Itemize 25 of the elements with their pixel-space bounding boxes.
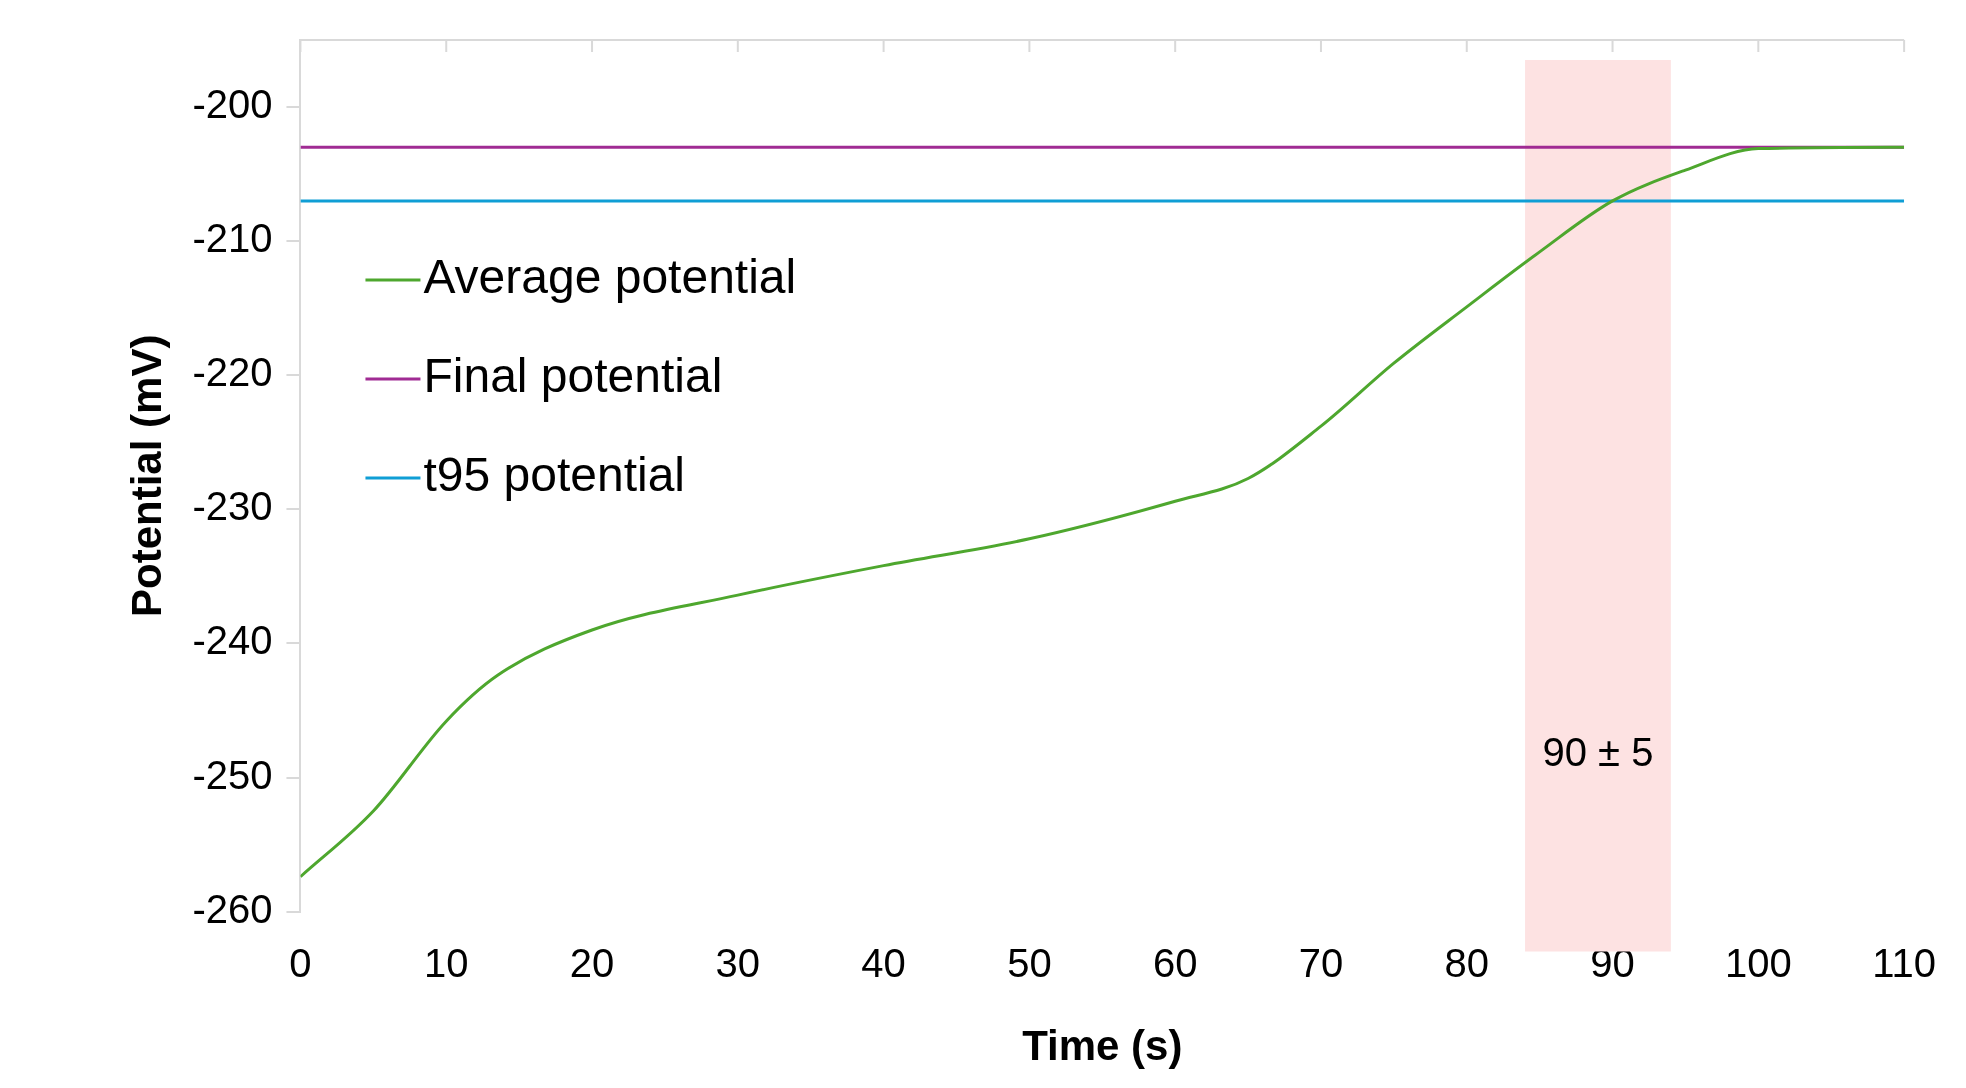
x-tick-label: 30 [715,940,761,985]
x-tick-label: 20 [569,940,615,985]
y-tick-label: -260 [192,886,273,931]
annotation: 90 ± 5 [1542,729,1654,774]
x-tick-label: 0 [289,940,312,985]
y-tick-label: -250 [192,752,273,797]
x-tick-label: 40 [861,940,906,985]
x-tick-label: 60 [1152,940,1198,985]
x-tick-label: 80 [1444,940,1489,985]
y-tick-label: -240 [192,618,273,663]
legend-label: t95 potential [423,448,686,502]
y-tick-label: -200 [192,82,273,127]
x-tick-label: 70 [1298,940,1344,985]
x-tick-label: 50 [1007,940,1052,985]
x-tick-label: 100 [1724,940,1792,985]
y-axis-title: Potential (mV) [122,334,170,617]
legend-label: Average potential [423,250,797,304]
legend-label: Final potential [423,349,723,403]
line-series [300,145,1905,879]
y-tick-label: -230 [192,484,273,529]
x-tick-label: 10 [424,940,469,985]
x-tick-label: 110 [1872,940,1937,985]
x-axis-title: Time (s) [1022,1022,1183,1070]
y-tick-label: -220 [192,350,273,395]
y-tick-label: -210 [192,216,273,261]
